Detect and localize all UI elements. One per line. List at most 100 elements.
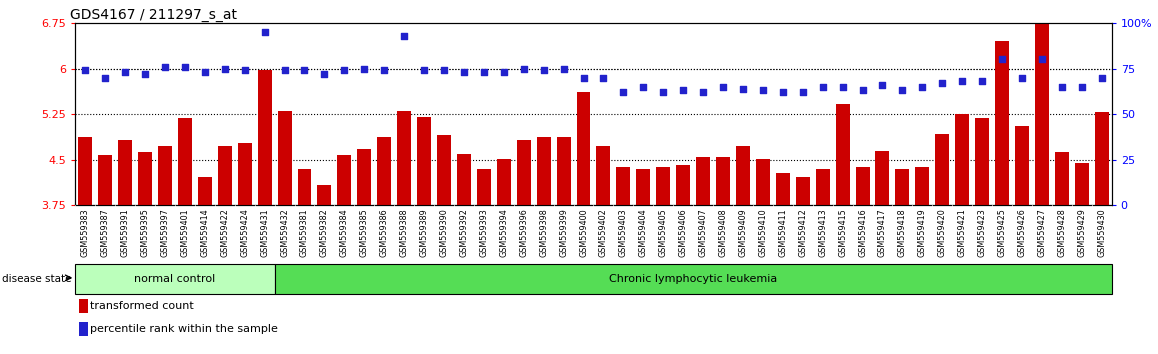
Text: GSM559430: GSM559430 xyxy=(1098,208,1106,257)
Bar xyxy=(716,157,730,205)
Bar xyxy=(358,149,372,205)
Point xyxy=(395,33,413,39)
Text: GSM559401: GSM559401 xyxy=(181,208,190,257)
Text: GSM559397: GSM559397 xyxy=(161,208,169,257)
Bar xyxy=(836,104,850,205)
Point xyxy=(116,69,134,75)
Text: GSM559409: GSM559409 xyxy=(739,208,747,257)
Text: GSM559405: GSM559405 xyxy=(659,208,668,257)
Bar xyxy=(516,140,530,205)
Bar xyxy=(895,169,909,205)
Bar xyxy=(477,169,491,205)
Point xyxy=(1033,57,1051,62)
Text: GSM559388: GSM559388 xyxy=(400,208,409,257)
Point xyxy=(853,88,872,93)
Point xyxy=(574,75,593,81)
Point xyxy=(654,90,673,95)
Text: GSM559403: GSM559403 xyxy=(618,208,628,257)
Text: GSM559420: GSM559420 xyxy=(938,208,947,257)
Text: GSM559406: GSM559406 xyxy=(679,208,688,257)
Bar xyxy=(274,264,1112,294)
Text: GSM559382: GSM559382 xyxy=(320,208,329,257)
Bar xyxy=(596,146,610,205)
Text: percentile rank within the sample: percentile rank within the sample xyxy=(90,324,278,334)
Text: GSM559386: GSM559386 xyxy=(380,208,389,257)
Bar xyxy=(79,137,93,205)
Point xyxy=(933,80,952,86)
Point xyxy=(215,66,234,72)
Text: GSM559381: GSM559381 xyxy=(300,208,309,257)
Bar xyxy=(237,143,251,205)
Text: GSM559410: GSM559410 xyxy=(758,208,768,257)
Bar xyxy=(98,155,112,205)
Text: GSM559413: GSM559413 xyxy=(819,208,827,257)
Point xyxy=(893,88,911,93)
Text: GSM559432: GSM559432 xyxy=(280,208,290,257)
Bar xyxy=(955,114,969,205)
Text: GSM559402: GSM559402 xyxy=(599,208,608,257)
Bar xyxy=(557,137,571,205)
Point xyxy=(514,66,533,72)
Bar xyxy=(457,154,471,205)
Bar xyxy=(776,173,790,205)
Point xyxy=(973,79,991,84)
Point xyxy=(276,68,294,73)
Bar xyxy=(657,167,670,205)
Text: GSM559389: GSM559389 xyxy=(419,208,428,257)
Text: GSM559393: GSM559393 xyxy=(479,208,489,257)
Point xyxy=(834,84,852,90)
Text: GSM559408: GSM559408 xyxy=(718,208,727,257)
Point xyxy=(494,69,513,75)
Text: GSM559421: GSM559421 xyxy=(958,208,967,257)
Bar xyxy=(1094,112,1108,205)
Text: GSM559387: GSM559387 xyxy=(101,208,110,257)
Bar xyxy=(975,119,989,205)
Bar xyxy=(856,167,870,205)
Point xyxy=(913,84,931,90)
Point xyxy=(335,68,353,73)
Point xyxy=(76,68,95,73)
Text: GSM559404: GSM559404 xyxy=(639,208,647,257)
Bar xyxy=(218,146,232,205)
Text: GSM559385: GSM559385 xyxy=(360,208,368,257)
Text: GDS4167 / 211297_s_at: GDS4167 / 211297_s_at xyxy=(71,8,237,22)
Bar xyxy=(696,157,710,205)
Point xyxy=(992,57,1011,62)
Bar xyxy=(616,167,630,205)
Bar xyxy=(437,136,450,205)
Bar xyxy=(118,140,132,205)
Bar xyxy=(257,70,272,205)
Text: GSM559390: GSM559390 xyxy=(440,208,448,257)
Bar xyxy=(676,165,690,205)
Text: GSM559396: GSM559396 xyxy=(519,208,528,257)
Text: GSM559425: GSM559425 xyxy=(997,208,1006,257)
Point xyxy=(235,68,254,73)
Point xyxy=(356,66,374,72)
Text: GSM559411: GSM559411 xyxy=(778,208,787,257)
Point xyxy=(1092,75,1111,81)
Bar xyxy=(298,169,312,205)
Point xyxy=(713,84,732,90)
Point xyxy=(455,69,474,75)
Text: GSM559426: GSM559426 xyxy=(1018,208,1026,257)
Point xyxy=(674,88,692,93)
Bar xyxy=(637,169,651,205)
Text: GSM559416: GSM559416 xyxy=(858,208,867,257)
Point xyxy=(774,90,792,95)
Point xyxy=(614,90,632,95)
Bar xyxy=(1035,19,1049,205)
Point xyxy=(534,68,552,73)
Bar xyxy=(157,146,171,205)
Bar xyxy=(278,111,292,205)
Text: GSM559427: GSM559427 xyxy=(1038,208,1047,257)
Point xyxy=(375,68,394,73)
Bar xyxy=(198,177,212,205)
Bar xyxy=(875,151,889,205)
Point xyxy=(1053,84,1071,90)
Text: transformed count: transformed count xyxy=(90,301,195,311)
Point xyxy=(694,90,712,95)
Text: GSM559398: GSM559398 xyxy=(540,208,548,257)
Bar xyxy=(138,153,152,205)
Point xyxy=(415,68,433,73)
Text: GSM559407: GSM559407 xyxy=(698,208,708,257)
